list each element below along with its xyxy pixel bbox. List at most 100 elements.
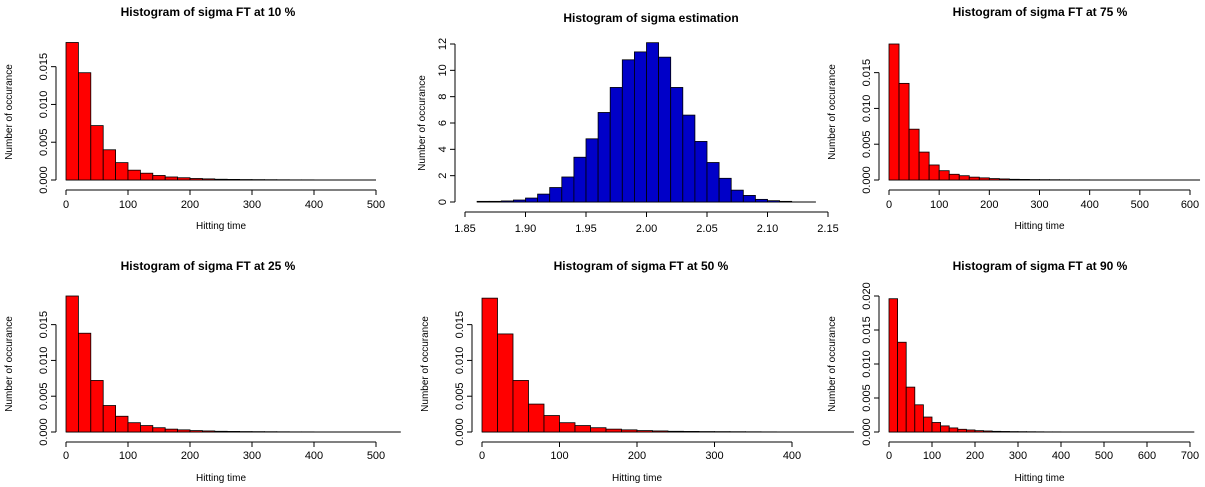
histogram-bar bbox=[574, 425, 591, 433]
histogram-bar bbox=[636, 430, 653, 433]
x-tick-label: 300 bbox=[1009, 450, 1027, 462]
histogram-bar bbox=[683, 431, 700, 433]
histogram-bar bbox=[928, 164, 940, 181]
x-tick-label: 0 bbox=[63, 199, 69, 211]
y-tick-label: 0.005 bbox=[861, 384, 873, 412]
histogram-bar bbox=[488, 200, 502, 203]
histogram-bar bbox=[585, 138, 599, 203]
histogram-bar bbox=[500, 200, 514, 203]
histogram-bar bbox=[974, 430, 985, 433]
x-tick-label: 2.00 bbox=[636, 223, 657, 235]
y-tick-label: 10 bbox=[437, 64, 449, 76]
y-tick-label: 0.015 bbox=[861, 59, 873, 87]
histogram-bar bbox=[127, 169, 141, 181]
histogram-bar bbox=[90, 125, 104, 181]
x-tick-label: 0 bbox=[479, 450, 485, 462]
histogram-bar bbox=[1019, 179, 1030, 181]
x-axis-label: Hitting time bbox=[196, 473, 246, 484]
x-tick-label: 2.15 bbox=[817, 223, 838, 235]
histogram-bar bbox=[476, 200, 490, 203]
y-axis-label: Number of occurance bbox=[420, 316, 431, 412]
histogram-bar bbox=[164, 176, 178, 181]
x-tick-label: 200 bbox=[628, 450, 646, 462]
histogram-panel-2: Histogram of sigma estimation 1.85 1.90 1.9… bbox=[417, 11, 839, 235]
x-tick-label: 100 bbox=[930, 199, 948, 211]
y-tick-label: 0.005 bbox=[861, 130, 873, 158]
x-tick-label: 700 bbox=[1181, 450, 1199, 462]
x-tick-label: 100 bbox=[550, 450, 568, 462]
histogram-bar bbox=[102, 149, 116, 181]
histogram-bar bbox=[742, 195, 756, 203]
x-tick-label: 400 bbox=[305, 450, 323, 462]
x-tick-label: 600 bbox=[1138, 450, 1156, 462]
histogram-bar bbox=[931, 422, 942, 433]
histogram-bar bbox=[948, 427, 959, 433]
histogram-bar bbox=[549, 187, 563, 203]
histogram-bar bbox=[513, 199, 526, 203]
histogram-bar bbox=[694, 141, 708, 203]
histogram-bar bbox=[1000, 431, 1010, 433]
histogram-bar bbox=[525, 197, 539, 203]
histogram-bar bbox=[908, 128, 920, 181]
chart-title: Histogram of sigma FT at 10 % bbox=[121, 5, 296, 19]
histogram-bar bbox=[998, 178, 1010, 181]
x-tick-label: 200 bbox=[966, 450, 984, 462]
histogram-bar bbox=[127, 422, 141, 433]
y-tick-label: 6 bbox=[437, 120, 449, 126]
histogram-bar bbox=[226, 178, 240, 181]
chart-title: Histogram of sigma estimation bbox=[563, 11, 738, 25]
x-tick-label: 1.90 bbox=[515, 223, 536, 235]
x-tick-label: 600 bbox=[1181, 199, 1199, 211]
x-tick-label: 400 bbox=[305, 199, 323, 211]
histogram-bar bbox=[65, 42, 79, 181]
histogram-bar bbox=[597, 112, 611, 203]
chart-title: Histogram of sigma FT at 50 % bbox=[554, 259, 729, 273]
x-tick-label: 500 bbox=[1095, 450, 1113, 462]
histogram-bar bbox=[214, 430, 228, 433]
x-tick-label: 500 bbox=[1131, 199, 1149, 211]
y-tick-label: 0.015 bbox=[38, 311, 50, 339]
histogram-bar bbox=[573, 156, 587, 203]
y-axis-label: Number of occurance bbox=[4, 316, 15, 412]
x-tick-label: 0 bbox=[886, 450, 892, 462]
histogram-panel-4: Histogram of sigma FT at 25 % 0 100 200 300 4… bbox=[4, 259, 401, 484]
y-axis-label: Number of occurance bbox=[417, 75, 428, 171]
y-tick-label: 0.010 bbox=[38, 91, 50, 119]
histogram-bar bbox=[605, 428, 622, 433]
histogram-bar bbox=[968, 176, 980, 181]
histogram-bar bbox=[78, 332, 92, 433]
x-tick-label: 400 bbox=[783, 450, 801, 462]
histogram-bar bbox=[621, 429, 638, 433]
y-tick-label: 0.005 bbox=[454, 382, 466, 410]
histogram-bar bbox=[189, 430, 203, 433]
histogram-bar bbox=[65, 295, 79, 433]
y-tick-label: 0.015 bbox=[454, 311, 466, 339]
histogram-bar bbox=[590, 427, 607, 433]
y-tick-label: 0.000 bbox=[861, 166, 873, 194]
histogram-bar bbox=[152, 175, 166, 181]
y-axis-label: Number of occurance bbox=[4, 64, 15, 160]
x-tick-label: 300 bbox=[1030, 199, 1048, 211]
x-tick-label: 2.05 bbox=[696, 223, 717, 235]
y-tick-label: 0.015 bbox=[38, 53, 50, 81]
histogram-bar bbox=[189, 178, 203, 181]
histogram-bar bbox=[779, 200, 793, 203]
histogram-bar bbox=[897, 341, 907, 433]
y-tick-label: 4 bbox=[437, 146, 449, 152]
histogram-bar bbox=[888, 43, 900, 181]
histogram-panel-6: Histogram of sigma FT at 90 % 0 100 200 300 4… bbox=[827, 259, 1199, 484]
y-tick-label: 0 bbox=[437, 199, 449, 205]
x-tick-label: 1.95 bbox=[575, 223, 596, 235]
y-tick-label: 12 bbox=[437, 38, 449, 50]
x-tick-label: 0 bbox=[886, 199, 892, 211]
histogram-bar bbox=[978, 177, 990, 181]
histogram-bar bbox=[497, 333, 514, 433]
y-tick-label: 0.010 bbox=[454, 347, 466, 375]
histogram-bar bbox=[528, 403, 545, 433]
histogram-bar bbox=[634, 51, 647, 203]
histogram-bar bbox=[670, 87, 684, 203]
histogram-panel-3: Histogram of sigma FT at 75 % 0 100 200 300 4… bbox=[827, 5, 1201, 232]
histogram-bar bbox=[201, 430, 216, 433]
x-tick-label: 200 bbox=[181, 450, 199, 462]
